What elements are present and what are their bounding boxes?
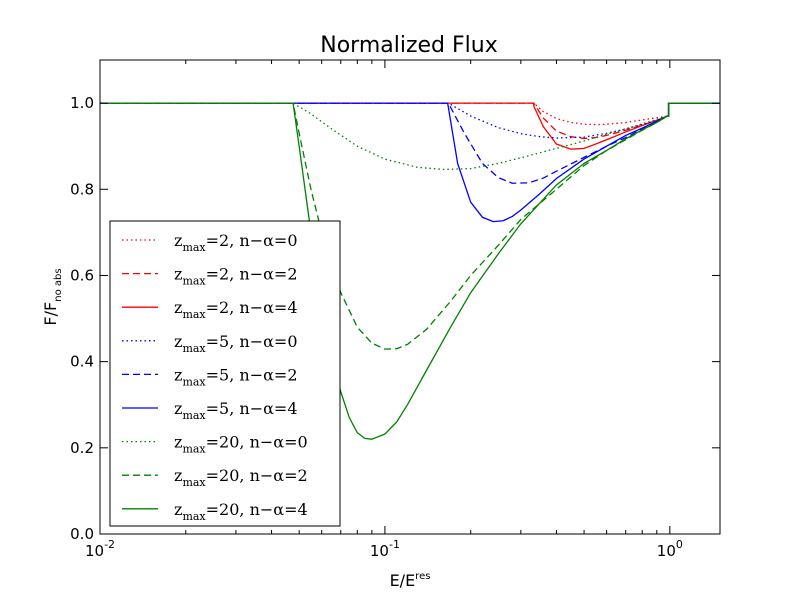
x-tick-label: 10-2 — [85, 538, 115, 560]
y-tick-label: 1.0 — [70, 94, 94, 112]
legend-label: zmax=2, n−α=0 — [174, 231, 298, 254]
series-line-zmax2-n2 — [100, 102, 720, 140]
series-line-zmax5-n2 — [100, 102, 720, 184]
series-line-zmax5-n0 — [100, 102, 720, 139]
y-axis-label: F/Fno abs — [41, 268, 64, 325]
ticks-layer: 0.0 0.2 0.4 0.6 0.8 1.0 10-2 10-1 100 — [70, 60, 720, 560]
series-line-zmax2-n0 — [100, 102, 720, 126]
y-tick-label: 0.8 — [70, 180, 94, 198]
svg-text:F/Fno abs: F/Fno abs — [41, 268, 64, 325]
legend-label: zmax=20, n−α=0 — [174, 433, 308, 456]
legend-label: zmax=5, n−α=0 — [174, 332, 298, 355]
x-axis-label: E/Eres — [390, 571, 431, 590]
x-tick-label: 10-1 — [370, 538, 400, 560]
legend-label: zmax=2, n−α=4 — [174, 298, 298, 321]
series-line-zmax5-n4 — [100, 102, 720, 223]
y-tick-label: 0.2 — [70, 439, 94, 457]
chart-title: Normalized Flux — [320, 33, 497, 58]
x-tick-label: 100 — [657, 538, 683, 560]
series-line-zmax20-n0 — [100, 102, 720, 171]
legend: zmax=2, n−α=0 zmax=2, n−α=2 zmax=2, n−α=4 z… — [109, 220, 341, 527]
y-tick-label: 0.0 — [70, 525, 94, 543]
plot-frame — [99, 59, 721, 535]
y-tick-label: 0.4 — [70, 353, 94, 371]
legend-label: zmax=5, n−α=4 — [174, 399, 298, 422]
legend-label: zmax=20, n−α=2 — [174, 466, 308, 489]
y-tick-label: 0.6 — [70, 266, 94, 284]
series-line-zmax2-n4 — [100, 102, 720, 150]
legend-label: zmax=20, n−α=4 — [174, 500, 308, 523]
legend-label: zmax=2, n−α=2 — [174, 265, 298, 288]
legend-label: zmax=5, n−α=2 — [174, 365, 298, 388]
